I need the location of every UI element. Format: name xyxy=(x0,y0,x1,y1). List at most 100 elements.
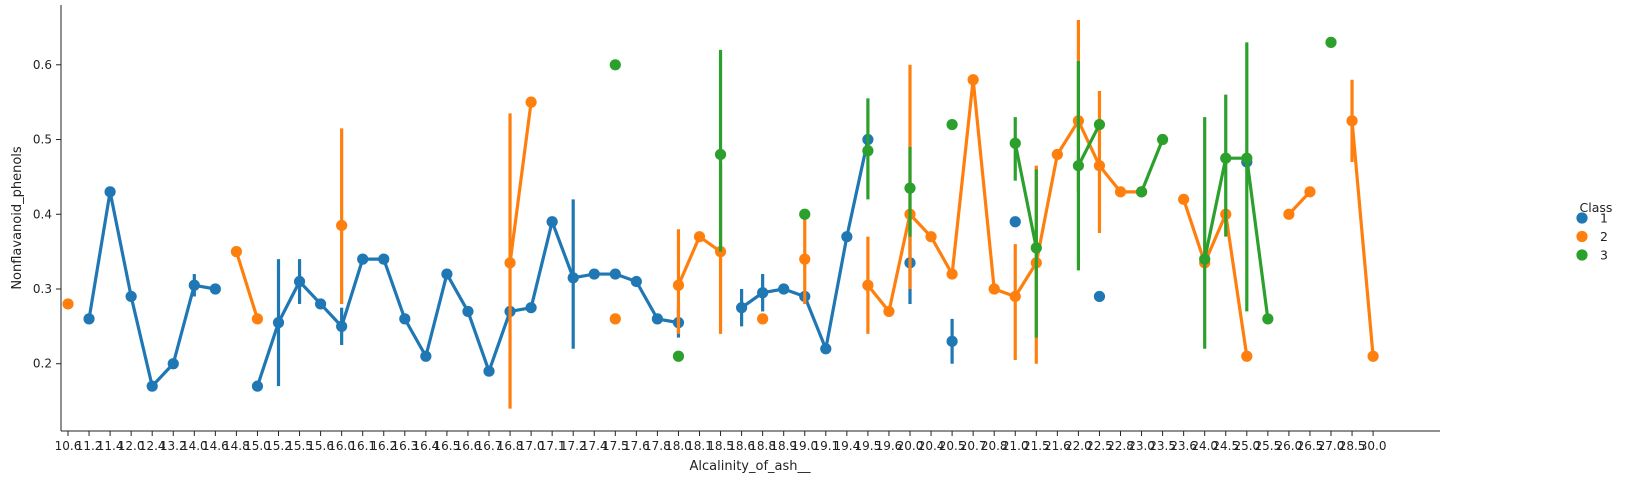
x-tick-label: 30.0 xyxy=(1360,439,1387,453)
x-tick-label: 16.8 xyxy=(497,439,524,453)
data-point xyxy=(988,283,1000,295)
legend-marker xyxy=(1576,230,1588,243)
data-point xyxy=(1346,115,1358,127)
data-point xyxy=(1051,148,1063,161)
x-tick-label: 22.8 xyxy=(1107,439,1134,453)
data-point xyxy=(1367,350,1379,362)
data-point xyxy=(1093,290,1106,303)
legend-marker xyxy=(1576,212,1588,224)
data-point xyxy=(525,302,537,314)
data-point xyxy=(188,279,200,291)
series-1 xyxy=(83,133,1253,392)
data-point xyxy=(1157,133,1169,146)
data-point xyxy=(1093,160,1106,172)
data-point xyxy=(251,380,264,392)
x-tick-label: 23.6 xyxy=(1170,439,1197,453)
x-tick-label: 16.3 xyxy=(391,439,418,453)
x-tick-label: 16.2 xyxy=(370,439,397,453)
x-tick-label: 17.0 xyxy=(518,439,545,453)
data-point xyxy=(1009,216,1021,228)
data-point xyxy=(609,313,621,325)
data-point xyxy=(1325,36,1337,48)
data-point xyxy=(946,268,958,280)
data-point xyxy=(693,231,706,243)
x-tick-label: 11.4 xyxy=(97,439,124,453)
x-tick-label: 16.5 xyxy=(434,439,461,453)
data-point xyxy=(1262,313,1274,325)
x-tick-label: 20.7 xyxy=(960,439,987,453)
legend-title: Class xyxy=(1580,200,1613,215)
data-point xyxy=(1009,137,1021,149)
data-point xyxy=(1304,186,1316,198)
legend-label: 3 xyxy=(1600,248,1608,263)
x-tick-label: 19.1 xyxy=(812,439,839,453)
x-tick-label: 20.4 xyxy=(918,439,945,453)
data-point xyxy=(862,279,874,291)
data-point xyxy=(167,358,179,370)
data-point xyxy=(946,118,958,131)
data-point xyxy=(1241,350,1253,362)
x-tick-label: 15.0 xyxy=(244,439,271,453)
x-tick-label: 17.5 xyxy=(602,439,629,453)
data-point xyxy=(504,257,516,269)
x-tick-label: 15.6 xyxy=(307,439,334,453)
data-point xyxy=(799,208,811,220)
data-point xyxy=(230,246,242,258)
x-tick-label: 19.4 xyxy=(833,439,860,453)
x-tick-label: 15.2 xyxy=(265,439,292,453)
x-tick-label: 18.6 xyxy=(728,439,755,453)
data-point xyxy=(925,231,937,243)
x-tick-label: 13.2 xyxy=(160,439,187,453)
data-point xyxy=(146,380,158,392)
x-tick-label: 11.2 xyxy=(76,439,103,453)
data-point xyxy=(293,275,306,288)
x-tick-label: 18.0 xyxy=(665,439,692,453)
series-3-line xyxy=(1203,156,1270,321)
x-tick-label: 18.8 xyxy=(749,439,776,453)
x-tick-label: 26.0 xyxy=(1276,439,1303,453)
data-point xyxy=(799,253,811,265)
y-tick-label: 0.4 xyxy=(33,207,52,221)
x-tick-label: 12.0 xyxy=(118,439,145,453)
x-tick-label: 16.0 xyxy=(328,439,355,453)
data-point xyxy=(62,298,74,310)
data-point xyxy=(736,302,748,314)
data-point xyxy=(820,343,832,355)
legend-marker xyxy=(1576,249,1588,261)
x-tick-label: 25.5 xyxy=(1254,439,1281,453)
legend: Class 1 2 3 xyxy=(1576,200,1612,263)
x-axis-ticks: 10.611.211.412.012.413.214.014.614.815.0… xyxy=(55,431,1387,453)
data-point xyxy=(946,335,958,347)
data-point xyxy=(651,313,664,325)
x-tick-label: 21.0 xyxy=(1002,439,1029,453)
data-point xyxy=(883,305,895,318)
data-point xyxy=(609,59,621,71)
x-tick-label: 17.1 xyxy=(539,439,566,453)
data-point xyxy=(1178,193,1190,205)
data-point xyxy=(251,313,264,325)
data-point xyxy=(1283,208,1295,220)
series-2-line xyxy=(676,235,723,287)
y-tick-label: 0.3 xyxy=(33,282,52,296)
data-point xyxy=(567,272,579,284)
x-tick-label: 22.0 xyxy=(1065,439,1092,453)
data-point xyxy=(1030,242,1042,254)
x-tick-label: 24.0 xyxy=(1191,439,1218,453)
y-tick-label: 0.5 xyxy=(33,133,52,147)
x-tick-label: 19.6 xyxy=(876,439,903,453)
x-tick-label: 27.0 xyxy=(1318,439,1345,453)
data-point xyxy=(209,283,221,295)
data-point xyxy=(272,317,285,329)
x-tick-label: 16.7 xyxy=(476,439,503,453)
x-tick-label: 21.6 xyxy=(1044,439,1071,453)
x-tick-label: 22.5 xyxy=(1086,439,1113,453)
data-point xyxy=(672,350,685,362)
series-3 xyxy=(609,36,1337,362)
data-point xyxy=(1093,118,1106,131)
series-2-line xyxy=(1182,197,1249,358)
data-point xyxy=(609,268,621,280)
legend-label: 2 xyxy=(1600,229,1608,244)
x-tick-label: 19.5 xyxy=(855,439,882,453)
data-point xyxy=(588,268,600,280)
data-point xyxy=(125,290,137,303)
